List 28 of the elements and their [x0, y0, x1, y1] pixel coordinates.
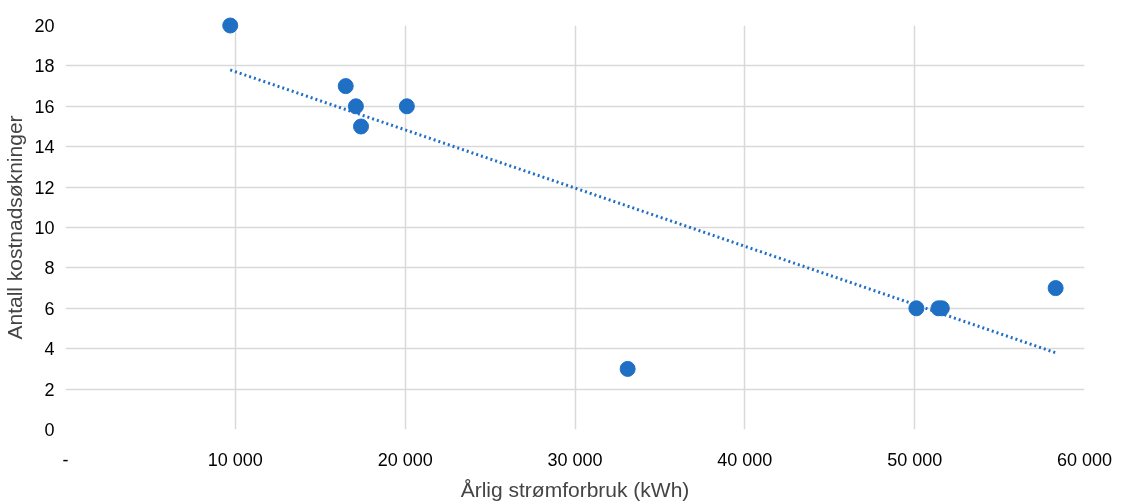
y-tick-label: 16	[34, 96, 55, 117]
x-tick-label: -	[62, 449, 69, 470]
point	[347, 98, 364, 115]
point	[353, 118, 370, 135]
point	[398, 98, 415, 115]
x-tick-label: 50 000	[887, 449, 943, 470]
x-tick-label: 10 000	[207, 449, 263, 470]
point	[619, 360, 636, 377]
y-tick-label: 6	[44, 298, 55, 319]
y-tick-label: 0	[44, 420, 55, 440]
y-tick-label: 14	[34, 137, 55, 158]
x-tick-label: 60 000	[1056, 449, 1113, 470]
y-tick-label: 18	[34, 56, 55, 77]
y-tick-label: 10	[34, 218, 55, 238]
y-tick-label: 2	[44, 379, 55, 400]
point	[337, 78, 354, 95]
y-tick-label: 8	[44, 258, 55, 279]
x-axis-title: Årlig strømforbruk (kWh)	[460, 477, 690, 501]
point	[908, 300, 925, 317]
y-axis-title: Antall kostnadsøkninger	[3, 115, 27, 340]
point	[222, 17, 239, 34]
point	[1047, 280, 1064, 297]
y-tick-label: 4	[44, 339, 55, 360]
x-tick-label: 20 000	[377, 449, 433, 470]
y-tick-label: 12	[34, 177, 55, 198]
y-tick-label: 20	[34, 16, 55, 36]
x-tick-label: 30 000	[547, 449, 603, 470]
x-tick-label: 40 000	[717, 449, 773, 470]
